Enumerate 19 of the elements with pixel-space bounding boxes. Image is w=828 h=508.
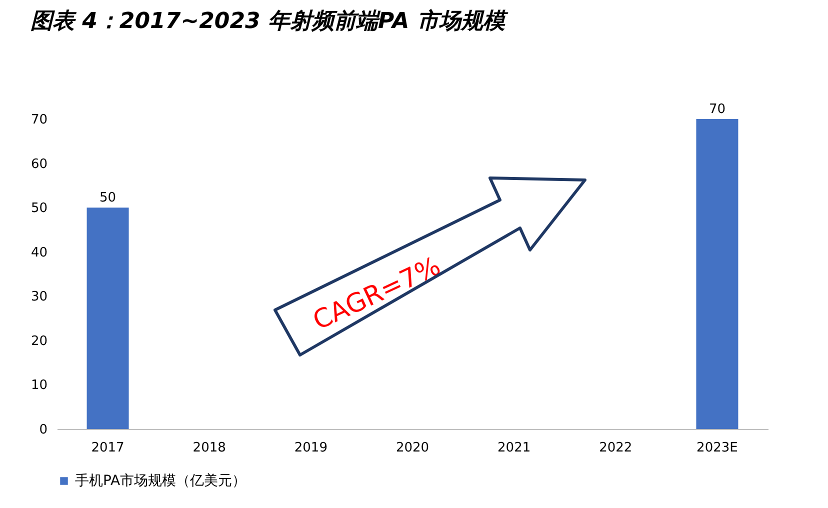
x-tick-label: 2022 — [599, 440, 632, 456]
x-tick-label: 2019 — [294, 440, 328, 456]
data-label: 50 — [100, 190, 116, 206]
y-tick-label: 10 — [30, 378, 48, 394]
x-tick-label: 2020 — [396, 440, 430, 456]
legend-label: 手机PA市场规模（亿美元） — [75, 473, 246, 489]
x-tick-label: 2017 — [91, 440, 124, 456]
x-tick-label: 2023E — [696, 440, 738, 456]
y-tick-label: 70 — [30, 112, 48, 128]
y-tick-label: 60 — [30, 156, 48, 172]
y-tick-label: 30 — [30, 290, 48, 305]
y-tick-label: 40 — [30, 245, 48, 260]
data-label: 70 — [708, 102, 726, 117]
y-tick-label: 50 — [30, 201, 48, 216]
y-tick-label: 20 — [30, 334, 48, 349]
y-tick-label: 0 — [39, 422, 48, 438]
x-tick-label: 2018 — [192, 440, 226, 456]
x-tick-label: 2021 — [498, 440, 531, 456]
chart-title: 图表 4：2017~2023 年射频前端PA 市场规模 — [30, 8, 509, 34]
